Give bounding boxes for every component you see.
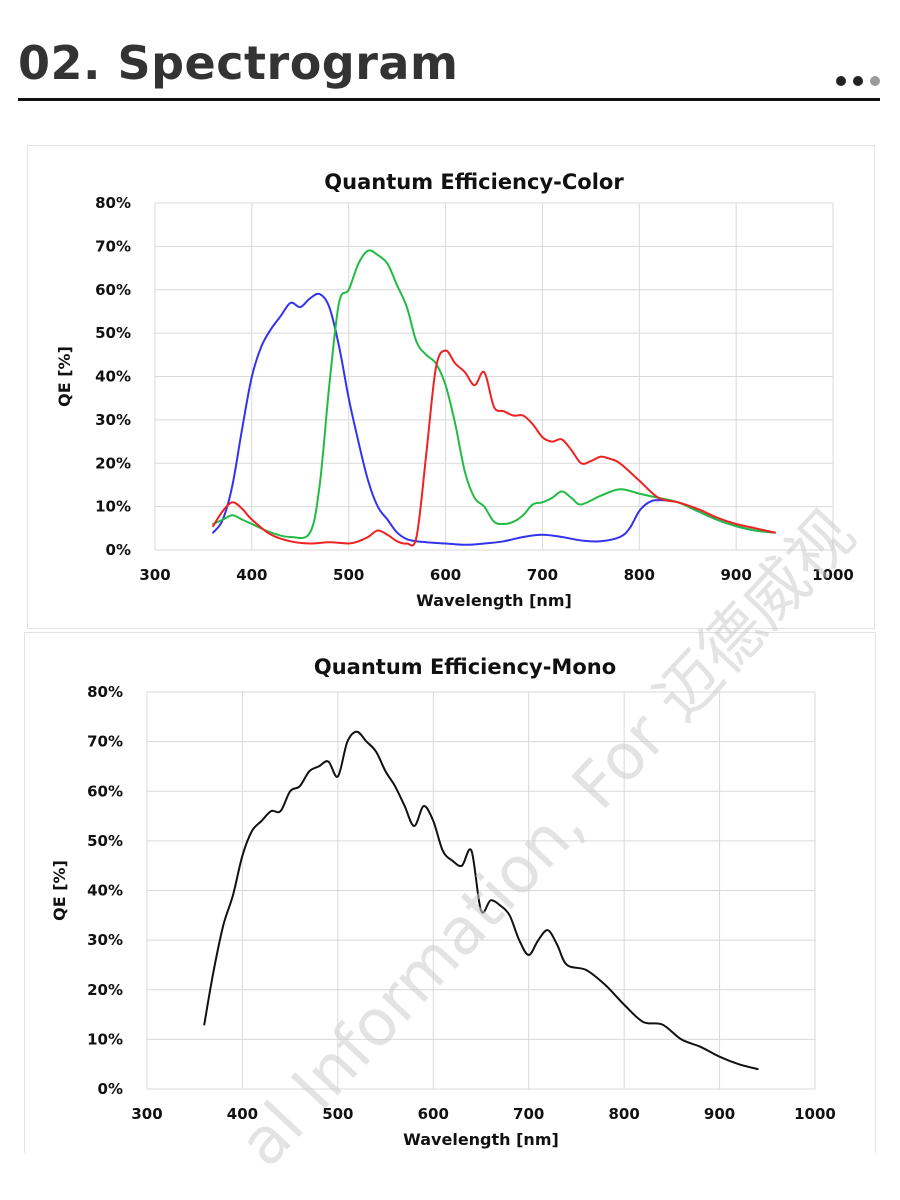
series-line-2 — [212, 249, 776, 540]
y-tick-label: 20% — [95, 454, 131, 472]
y-axis-label: QE [%] — [50, 860, 69, 921]
qe-mono-chart-panel: 0% 10% 20% 30% 40% 50% 60% 70% 80% 300 400 500 600 70… — [24, 632, 876, 1153]
x-tick-label: 700 — [513, 1105, 544, 1123]
y-tick-label: 40% — [95, 368, 131, 386]
y-axis-label: QE [%] — [55, 346, 74, 407]
x-tick-label: 400 — [236, 566, 267, 584]
y-tick-label: 10% — [87, 1030, 123, 1048]
y-tick-label: 70% — [87, 733, 123, 751]
qe-color-chart-panel: 0% 10% 20% 30% 40% 50% 60% 70% 80% 300 400 500 600 70… — [27, 145, 875, 629]
x-tick-label: 500 — [322, 1105, 353, 1123]
y-tick-label: 60% — [95, 281, 131, 299]
x-tick-label: 1000 — [812, 566, 854, 584]
y-tick-label: 60% — [87, 782, 123, 800]
x-tick-label: 700 — [527, 566, 558, 584]
chart-title: Quantum Efficiency-Mono — [314, 655, 616, 679]
x-tick-label: 1000 — [794, 1105, 836, 1123]
dot-1 — [836, 76, 846, 86]
y-tick-label: 0% — [106, 541, 131, 559]
x-tick-label: 900 — [704, 1105, 735, 1123]
x-tick-label: 800 — [624, 566, 655, 584]
series-line-1 — [203, 730, 759, 1071]
page-header: 02. Spectrogram — [18, 36, 880, 101]
x-tick-label: 900 — [720, 566, 751, 584]
x-tick-label: 600 — [418, 1105, 449, 1123]
qe-mono-chart: 0% 10% 20% 30% 40% 50% 60% 70% 80% 300 400 500 600 70… — [50, 655, 836, 1149]
dot-3 — [870, 76, 880, 86]
x-tick-label: 800 — [608, 1105, 639, 1123]
x-tick-label: 300 — [131, 1105, 162, 1123]
x-axis-label: Wavelength [nm] — [416, 591, 572, 610]
y-tick-label: 30% — [95, 411, 131, 429]
x-tick-label: 400 — [227, 1105, 258, 1123]
y-tick-label: 50% — [95, 324, 131, 342]
series-line-1 — [212, 292, 776, 546]
x-tick-label: 600 — [430, 566, 461, 584]
y-tick-label: 10% — [95, 498, 131, 516]
x-tick-label: 500 — [333, 566, 364, 584]
series-line-3 — [212, 349, 776, 547]
dot-2 — [853, 76, 863, 86]
x-tick-label: 300 — [139, 566, 170, 584]
chart-title: Quantum Efficiency-Color — [324, 170, 624, 194]
qe-color-chart: 0% 10% 20% 30% 40% 50% 60% 70% 80% 300 400 500 600 70… — [55, 170, 854, 610]
y-tick-label: 80% — [95, 194, 131, 212]
y-tick-label: 30% — [87, 931, 123, 949]
page-title: 02. Spectrogram — [18, 36, 459, 90]
y-tick-label: 70% — [95, 237, 131, 255]
y-tick-label: 20% — [87, 981, 123, 999]
more-dots-icon — [836, 76, 880, 86]
y-tick-label: 50% — [87, 832, 123, 850]
y-tick-label: 80% — [87, 683, 123, 701]
y-tick-label: 0% — [98, 1080, 123, 1098]
x-axis-label: Wavelength [nm] — [403, 1130, 559, 1149]
y-tick-label: 40% — [87, 882, 123, 900]
